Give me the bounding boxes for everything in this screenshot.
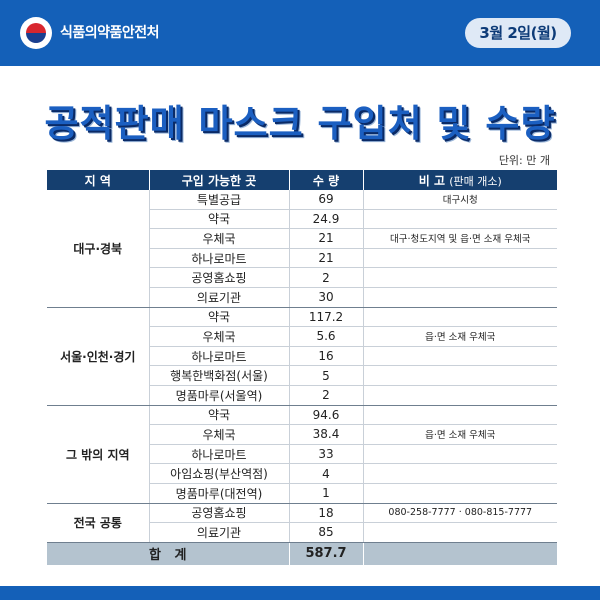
quantity-cell: 4 bbox=[289, 463, 364, 484]
table-row: 약국 24.9 bbox=[47, 209, 557, 230]
quantity-cell: 2 bbox=[289, 385, 364, 406]
note-cell: 대구시청 bbox=[363, 190, 557, 210]
bottom-banner bbox=[0, 586, 600, 600]
total-label: 합 계 bbox=[47, 542, 290, 565]
table-row: 서울·인천·경기 약국 117.2 bbox=[47, 307, 557, 406]
quantity-cell: 5 bbox=[289, 365, 364, 386]
place-cell: 우체국 bbox=[149, 326, 290, 347]
note-cell bbox=[363, 267, 557, 288]
table-row: 명품마루(서울역) 2 bbox=[47, 385, 557, 406]
page-title: 공적판매 마스크 구입처 및 수량 bbox=[44, 102, 556, 145]
header-note-label: 비 고 bbox=[418, 173, 445, 188]
region-cell: 그 밖의 지역 bbox=[47, 405, 150, 504]
total-note bbox=[363, 542, 557, 565]
note-cell: 080-258-7777 · 080-815-7777 bbox=[363, 503, 557, 524]
table-row: 의료기관 30 bbox=[47, 287, 557, 308]
quantity-cell: 85 bbox=[289, 522, 364, 543]
quantity-cell: 16 bbox=[289, 346, 364, 367]
quantity-cell: 18 bbox=[289, 503, 364, 524]
header-place: 구입 가능한 곳 bbox=[149, 170, 290, 190]
header-region: 지 역 bbox=[47, 170, 150, 190]
unit-label: 단위: 만 개 bbox=[498, 154, 550, 167]
note-cell bbox=[363, 346, 557, 367]
quantity-cell: 21 bbox=[289, 248, 364, 269]
quantity-cell: 24.9 bbox=[289, 209, 364, 230]
date-badge: 3월 2일(월) bbox=[465, 18, 571, 48]
place-cell: 특별공급 bbox=[149, 190, 290, 210]
quantity-cell: 38.4 bbox=[289, 424, 364, 445]
place-cell: 우체국 bbox=[149, 228, 290, 249]
table-row: 명품마루(대전역) 1 bbox=[47, 483, 557, 504]
table-row: 우체국 5.6 읍·면 소재 우체국 bbox=[47, 326, 557, 347]
place-cell: 약국 bbox=[149, 209, 290, 230]
table-row: 하나로마트 21 bbox=[47, 248, 557, 269]
note-cell: 대구·청도지역 및 읍·면 소재 우체국 bbox=[363, 228, 557, 249]
note-cell bbox=[363, 209, 557, 230]
place-cell: 명품마루(서울역) bbox=[149, 385, 290, 406]
note-cell: 읍·면 소재 우체국 bbox=[363, 326, 557, 347]
place-cell: 하나로마트 bbox=[149, 444, 290, 465]
note-cell bbox=[363, 307, 557, 328]
table-row: 의료기관 85 bbox=[47, 522, 557, 543]
government-emblem-icon bbox=[20, 17, 52, 49]
table-row: 하나로마트 33 bbox=[47, 444, 557, 465]
region-cell: 서울·인천·경기 bbox=[47, 307, 150, 406]
place-cell: 의료기관 bbox=[149, 287, 290, 308]
table-row: 대구·경북 특별공급 69 대구시청 bbox=[47, 190, 557, 308]
total-row: 합 계 587.7 bbox=[47, 542, 557, 565]
note-cell: 읍·면 소재 우체국 bbox=[363, 424, 557, 445]
note-cell bbox=[363, 385, 557, 406]
header-quantity: 수 량 bbox=[289, 170, 364, 190]
place-cell: 명품마루(대전역) bbox=[149, 483, 290, 504]
quantity-cell: 2 bbox=[289, 267, 364, 288]
note-cell bbox=[363, 463, 557, 484]
note-cell bbox=[363, 405, 557, 426]
header-note: 비 고 (판매 개소) bbox=[363, 170, 557, 190]
table-row: 행복한백화점(서울) 5 bbox=[47, 365, 557, 386]
table-row: 공영홈쇼핑 2 bbox=[47, 267, 557, 288]
table-row: 전국 공통 공영홈쇼핑 18 080-258-7777 · 080-815-7777 bbox=[47, 503, 557, 543]
table-row: 하나로마트 16 bbox=[47, 346, 557, 367]
place-cell: 약국 bbox=[149, 405, 290, 426]
note-cell bbox=[363, 287, 557, 308]
top-banner: 식품의약품안전처 3월 2일(월) bbox=[0, 0, 600, 66]
table-row: 우체국 38.4 읍·면 소재 우체국 bbox=[47, 424, 557, 445]
quantity-cell: 94.6 bbox=[289, 405, 364, 426]
table-header-row: 지 역 구입 가능한 곳 수 량 비 고 (판매 개소) bbox=[47, 170, 557, 190]
region-cell: 대구·경북 bbox=[47, 190, 150, 308]
header-note-sub: (판매 개소) bbox=[449, 174, 502, 188]
place-cell: 하나로마트 bbox=[149, 248, 290, 269]
table-row: 그 밖의 지역 약국 94.6 bbox=[47, 405, 557, 504]
quantity-cell: 33 bbox=[289, 444, 364, 465]
place-cell: 행복한백화점(서울) bbox=[149, 365, 290, 386]
quantity-cell: 117.2 bbox=[289, 307, 364, 328]
table-row: 아임쇼핑(부산역점) 4 bbox=[47, 463, 557, 484]
note-cell bbox=[363, 483, 557, 504]
place-cell: 하나로마트 bbox=[149, 346, 290, 367]
table-row: 우체국 21 대구·청도지역 및 읍·면 소재 우체국 bbox=[47, 228, 557, 249]
place-cell: 아임쇼핑(부산역점) bbox=[149, 463, 290, 484]
place-cell: 공영홈쇼핑 bbox=[149, 503, 290, 524]
note-cell bbox=[363, 522, 557, 543]
agency-name: 식품의약품안전처 bbox=[60, 25, 160, 41]
place-cell: 공영홈쇼핑 bbox=[149, 267, 290, 288]
place-cell: 약국 bbox=[149, 307, 290, 328]
place-cell: 의료기관 bbox=[149, 522, 290, 543]
note-cell bbox=[363, 248, 557, 269]
quantity-cell: 1 bbox=[289, 483, 364, 504]
table-body: 대구·경북 특별공급 69 대구시청 약국 24.9 우체국 21 대구·청도지역 및 읍·면 … bbox=[47, 190, 557, 565]
mask-purchase-table: 지 역 구입 가능한 곳 수 량 비 고 (판매 개소) 대구·경북 특별공급 69… bbox=[47, 170, 557, 565]
place-cell: 우체국 bbox=[149, 424, 290, 445]
note-cell bbox=[363, 365, 557, 386]
total-quantity: 587.7 bbox=[289, 542, 364, 565]
quantity-cell: 5.6 bbox=[289, 326, 364, 347]
quantity-cell: 21 bbox=[289, 228, 364, 249]
note-cell bbox=[363, 444, 557, 465]
quantity-cell: 69 bbox=[289, 190, 364, 210]
region-cell: 전국 공통 bbox=[47, 503, 150, 543]
quantity-cell: 30 bbox=[289, 287, 364, 308]
